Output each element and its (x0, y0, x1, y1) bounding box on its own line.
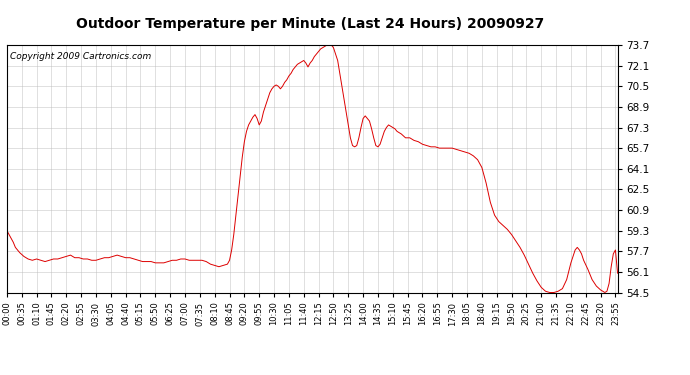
Text: Copyright 2009 Cartronics.com: Copyright 2009 Cartronics.com (10, 53, 151, 62)
Text: Outdoor Temperature per Minute (Last 24 Hours) 20090927: Outdoor Temperature per Minute (Last 24 … (77, 17, 544, 31)
